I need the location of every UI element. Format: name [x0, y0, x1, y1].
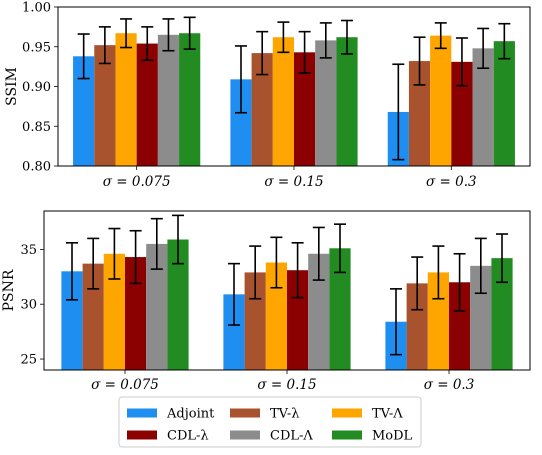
legend-label: MoDL — [372, 429, 413, 444]
bar — [430, 35, 452, 167]
legend: Adjoint TV-λ TV-Λ CDL-λ CDL-Λ MoDL — [118, 396, 422, 448]
bar — [406, 283, 428, 370]
plot-frame — [43, 210, 531, 371]
y-tick-label: 0.90 — [22, 80, 51, 95]
legend-label: CDL-Λ — [270, 429, 313, 444]
legend-label: TV-Λ — [372, 407, 403, 422]
bar — [179, 33, 201, 166]
x-tick-label: σ = 0.075 — [91, 377, 159, 393]
bar — [157, 34, 180, 167]
bar — [427, 272, 449, 370]
y-tick-label: 0.80 — [22, 160, 51, 175]
bar — [61, 271, 83, 370]
legend-swatch — [332, 408, 362, 418]
y-axis-label: PSNR — [1, 269, 17, 311]
bar — [82, 263, 104, 370]
bar — [125, 257, 147, 370]
y-tick-label: 35 — [20, 243, 37, 258]
legend-swatch — [127, 430, 157, 440]
legend-swatch — [332, 430, 362, 440]
bar — [73, 56, 95, 166]
bar — [115, 33, 137, 166]
x-tick-label: σ = 0.3 — [426, 174, 477, 190]
x-tick-label: σ = 0.15 — [257, 377, 316, 393]
bar — [287, 270, 309, 370]
legend-swatch — [127, 408, 157, 418]
y-axis-label: SSIM — [4, 67, 20, 106]
x-tick-label: σ = 0.15 — [264, 174, 323, 190]
bar — [294, 52, 316, 166]
bar — [244, 272, 266, 370]
bar — [230, 79, 252, 166]
bar — [136, 43, 158, 166]
legend-label: CDL-λ — [167, 429, 209, 444]
bar — [472, 48, 494, 167]
bar — [94, 45, 116, 166]
bar — [146, 243, 168, 370]
bar — [451, 61, 473, 167]
bar — [167, 239, 189, 370]
bar — [449, 282, 471, 370]
legend-label: Adjoint — [166, 407, 215, 422]
x-tick-label: σ = 0.075 — [103, 174, 171, 190]
bar — [272, 37, 294, 167]
bar — [308, 253, 330, 370]
plot-frame — [57, 6, 531, 167]
bar — [251, 53, 273, 166]
y-tick-label: 25 — [20, 353, 37, 368]
bar — [408, 61, 431, 167]
bar — [336, 37, 358, 167]
y-tick-label: 0.85 — [22, 120, 51, 135]
x-tick-label: σ = 0.3 — [424, 377, 475, 393]
y-tick-label: 1.00 — [22, 1, 51, 16]
bar — [491, 258, 513, 370]
psnr-panel: 25 30 35 σ = 0.075 σ = 0.15 σ = 0.3 PSNR — [1, 210, 531, 393]
legend-swatch — [230, 430, 260, 440]
bar — [470, 265, 492, 370]
bar — [223, 294, 245, 370]
bar — [315, 40, 337, 166]
bar — [329, 248, 351, 370]
legend-label: TV-λ — [270, 407, 300, 422]
y-tick-label: 0.95 — [22, 40, 51, 55]
bar — [265, 262, 287, 370]
bar — [103, 253, 125, 370]
y-tick-label: 30 — [20, 298, 37, 313]
legend-swatch — [230, 408, 260, 418]
bar — [493, 41, 515, 167]
ssim-panel: 0.80 0.85 0.90 0.95 1.00 σ = 0.075 σ = 0.15 σ =… — [4, 1, 531, 190]
